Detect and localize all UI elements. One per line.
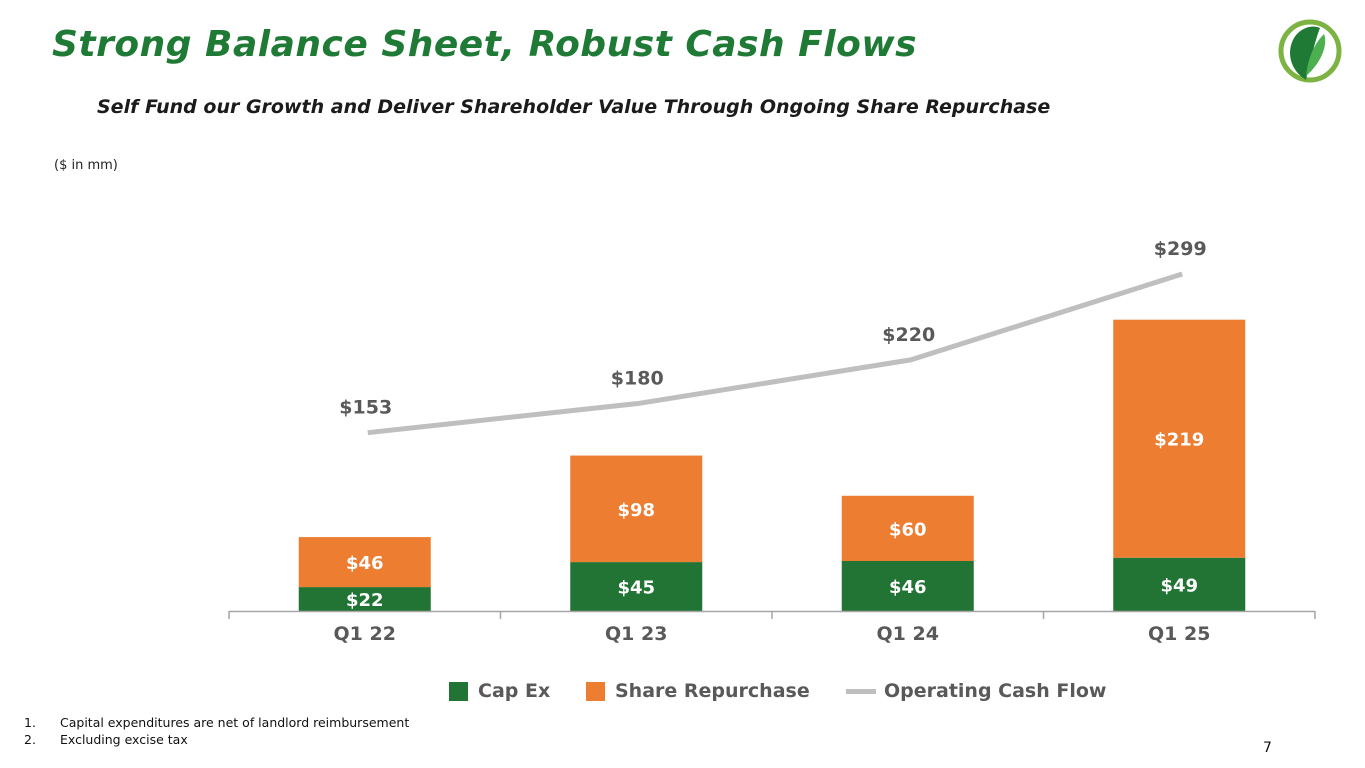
legend-share-repurchase-swatch: [586, 681, 605, 701]
label-share-repurchase-q1-23: $98: [617, 500, 655, 521]
bar-cap-ex-q1-22: [298, 587, 431, 611]
legend-cap-ex: Cap Ex: [449, 680, 550, 702]
label-operating-cash-flow-q1-24: $220: [882, 324, 935, 346]
line-layer: [367, 271, 1184, 436]
x-tick-q1-25: Q1 25: [1148, 623, 1210, 645]
footnote-2-text: Excluding excise tax: [60, 732, 188, 747]
label-share-repurchase-q1-24: $60: [889, 519, 927, 540]
company-logo-icon: [1278, 19, 1342, 83]
label-operating-cash-flow-q1-23: $180: [611, 367, 664, 389]
bar-share-repurchase-q1-24: [841, 495, 974, 561]
label-share-repurchase-q1-25: $219: [1154, 430, 1204, 451]
label-share-repurchase-q1-22: $46: [346, 553, 384, 574]
footnotes: 1. Capital expenditures are net of landl…: [24, 714, 409, 748]
slide-subtitle: Self Fund our Growth and Deliver Shareho…: [97, 96, 1051, 118]
legend-share-repurchase-label: Share Repurchase: [615, 680, 810, 702]
footnote-1: 1. Capital expenditures are net of landl…: [24, 714, 409, 731]
bars-layer: [298, 319, 1246, 611]
label-operating-cash-flow-q1-22: $153: [339, 397, 392, 419]
legend-cap-ex-label: Cap Ex: [478, 680, 551, 702]
bar-cap-ex-q1-24: [841, 560, 974, 611]
page-number: 7: [1263, 740, 1272, 756]
line-operating-cash-flow: [367, 271, 1184, 436]
footnote-1-number: 1.: [24, 715, 36, 730]
bar-share-repurchase-q1-25: [1113, 319, 1246, 558]
x-tick-q1-22: Q1 22: [334, 623, 396, 645]
label-cap-ex-q1-22: $22: [346, 590, 384, 611]
legend-share-repurchase: Share Repurchase: [586, 680, 810, 702]
label-cap-ex-q1-25: $49: [1160, 575, 1198, 596]
label-cap-ex-q1-24: $46: [889, 577, 927, 598]
label-cap-ex-q1-23: $45: [617, 578, 655, 599]
units-note: ($ in mm): [54, 158, 118, 173]
legend-operating-cash-flow-label: Operating Cash Flow: [884, 680, 1107, 702]
bar-cap-ex-q1-23: [570, 562, 703, 611]
bar-share-repurchase-q1-23: [570, 455, 703, 563]
slide-title: Strong Balance Sheet, Robust Cash Flows: [52, 24, 918, 65]
bar-share-repurchase-q1-22: [298, 537, 431, 588]
footnote-2-number: 2.: [24, 732, 36, 747]
bar-cap-ex-q1-25: [1113, 557, 1246, 611]
x-axis: Q1 22 Q1 23 Q1 24 Q1 25: [228, 610, 1316, 645]
legend-operating-cash-flow: Operating Cash Flow: [846, 680, 1106, 702]
x-tick-q1-23: Q1 23: [605, 623, 667, 645]
legend-cap-ex-swatch: [449, 681, 468, 701]
footnote-2: 2. Excluding excise tax: [24, 731, 409, 748]
footnote-1-text: Capital expenditures are net of landlord…: [60, 715, 410, 730]
legend-operating-cash-flow-swatch: [846, 688, 876, 694]
data-labels-layer: $22 $46 $45 $98 $46 $60 $49 $219 $153 $180 $220 $29…: [339, 238, 1206, 611]
label-operating-cash-flow-q1-25: $299: [1154, 238, 1207, 260]
x-tick-q1-24: Q1 24: [877, 623, 939, 645]
